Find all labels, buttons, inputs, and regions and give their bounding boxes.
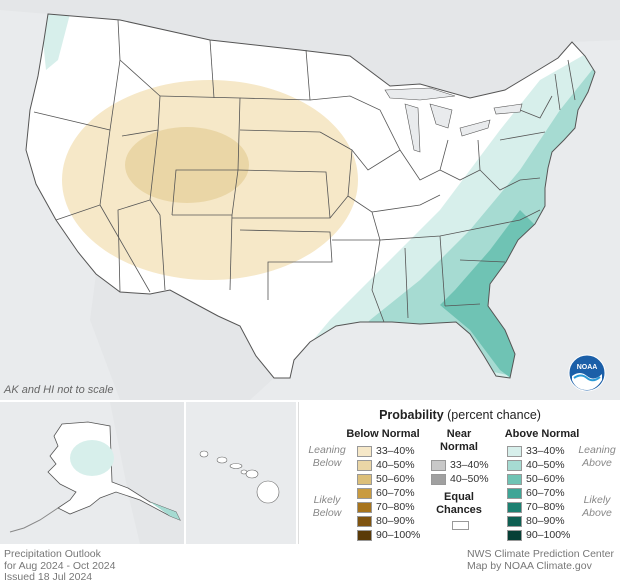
above-label: 33–40% [526,445,565,457]
near-swatch [431,459,446,471]
above-swatch [507,473,522,485]
below-row: 50–60% [357,472,415,486]
above-row: 50–60% [507,472,565,486]
below-normal-header: Below Normal [346,428,420,440]
above-row: 80–90% [507,514,565,528]
below-swatch [357,501,372,513]
legend-title-bold: Probability [379,408,444,422]
hawaii-inset [186,402,296,544]
issued-date: Issued 18 Jul 2024 [4,571,93,583]
below-swatch [357,473,372,485]
above-label: 40–50% [526,459,565,471]
leaning-below-label: Leaning Below [308,444,346,469]
outlook-period: for Aug 2024 - Oct 2024 [4,559,116,572]
above-row: 60–70% [507,486,565,500]
near-row: 33–40% [431,458,489,472]
hawaii-islands [199,450,280,504]
mexico-area [90,274,274,400]
leaning-above-label: Leaning Above [578,444,616,469]
below-swatch [357,529,372,541]
above-label: 70–80% [526,501,565,513]
above-swatch [507,515,522,527]
below-row: 90–100% [357,528,420,542]
below-label: 33–40% [376,445,415,457]
below-40-50-region [125,127,249,203]
alaska-panhandle-above [150,502,180,520]
near-row: 40–50% [431,472,489,486]
above-swatch [507,445,522,457]
above-swatch [507,529,522,541]
footer-left: Precipitation Outlook for Aug 2024 - Oct… [4,548,116,584]
above-label: 80–90% [526,515,565,527]
below-row: 60–70% [357,486,415,500]
above-row: 90–100% [507,528,570,542]
scale-note: AK and HI not to scale [4,384,114,396]
below-swatch [357,445,372,457]
conus-outline [25,13,596,379]
below-label: 80–90% [376,515,415,527]
conus-map [0,0,620,400]
state-borders [33,19,576,323]
above-row: 33–40% [507,444,565,458]
below-label: 70–80% [376,501,415,513]
below-swatch [357,487,372,499]
legend-title-rest: (percent chance) [443,408,541,422]
footer-right: NWS Climate Prediction Center Map by NOA… [466,548,614,572]
below-row: 80–90% [357,514,415,528]
below-row: 40–50% [357,458,415,472]
equal-chances-label: Equal Chances [436,491,482,516]
below-row: 70–80% [357,500,415,514]
near-label: 33–40% [450,459,489,471]
above-label: 60–70% [526,487,565,499]
near-label: 40–50% [450,473,489,485]
above-row: 70–80% [507,500,565,514]
below-label: 90–100% [376,529,421,541]
canada-area [0,0,620,98]
near-normal-header: Near Normal [440,428,478,453]
below-label: 60–70% [376,487,415,499]
legend: Probability (percent chance) Below Norma… [298,402,620,544]
svg-text:NOAA: NOAA [577,364,598,371]
org-name: NWS Climate Prediction Center [466,548,614,560]
alaska-above-region [70,440,114,476]
likely-above-label: Likely Above [582,494,612,519]
equal-chances-swatch [452,521,469,530]
below-label: 40–50% [376,459,415,471]
above-label: 90–100% [526,529,571,541]
above-row: 40–50% [507,458,565,472]
below-swatch [357,459,372,471]
below-label: 50–60% [376,473,415,485]
great-lakes [384,87,523,153]
alaska-inset [0,402,184,544]
legend-title: Probability (percent chance) [299,408,620,422]
above-swatch [507,487,522,499]
near-swatch [431,473,446,485]
above-swatch [507,501,522,513]
below-swatch [357,515,372,527]
below-row: 33–40% [357,444,415,458]
above-swatch [507,459,522,471]
noaa-logo: NOAA [568,354,606,392]
outlook-title: Precipitation Outlook [4,548,101,560]
map-credit: Map by NOAA Climate.gov [466,559,592,572]
above-normal-header: Above Normal [504,428,580,440]
above-pnw-region [40,14,70,70]
above-label: 50–60% [526,473,565,485]
aleutians [9,507,59,533]
likely-below-label: Likely Below [312,494,342,519]
